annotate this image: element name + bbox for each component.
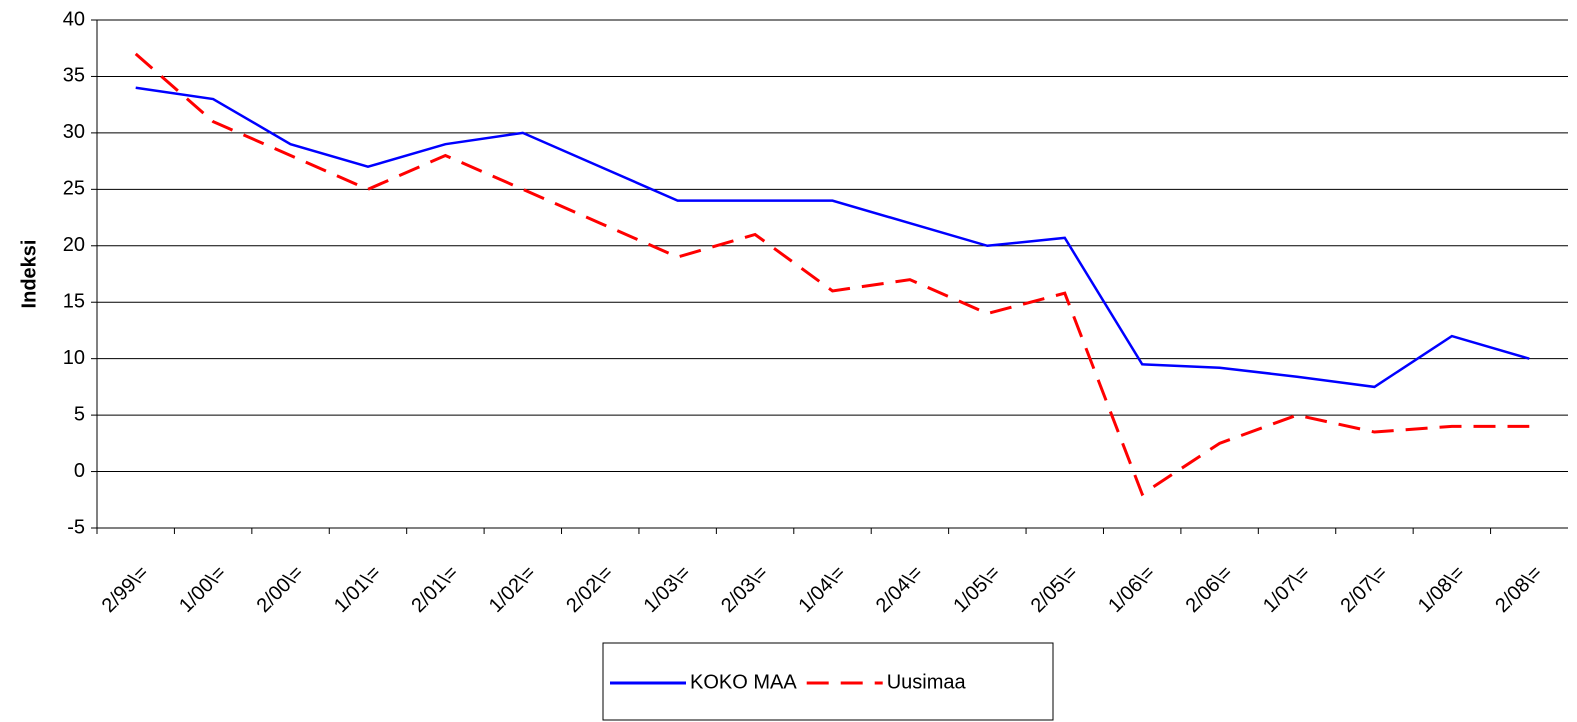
x-tick-label: 1/07\= [1259,562,1314,617]
x-tick-label: 1/08\= [1414,562,1469,617]
x-tick-label: 2/07\= [1336,562,1391,617]
x-tick-label: 1/04\= [794,562,849,617]
x-tick-label: 2/08\= [1491,562,1546,617]
x-tick-label: 2/06\= [1182,562,1237,617]
x-tick-label: 2/99\= [98,562,153,617]
x-tick-label: 1/01\= [330,562,385,617]
x-tick-label: 2/01\= [407,562,462,617]
series-line [134,52,1530,497]
y-tick-label: -5 [67,516,85,538]
y-tick-label: 35 [63,65,85,87]
legend-label: Uusimaa [887,671,967,693]
x-tick-label: 1/06\= [1104,562,1159,617]
x-tick-label: 2/00\= [253,562,308,617]
y-tick-label: 25 [63,178,85,200]
x-tick-label: 1/03\= [640,562,695,617]
x-tick-label: 2/02\= [562,562,617,617]
y-tick-label: 5 [74,403,85,425]
y-tick-label: 30 [63,121,85,143]
y-tick-label: 40 [63,8,85,30]
y-axis-title: Indeksi [18,240,40,309]
x-tick-label: 1/05\= [949,562,1004,617]
series-line [135,86,1530,389]
y-tick-label: 15 [63,291,85,313]
y-tick-label: 0 [74,460,85,482]
x-tick-label: 2/03\= [717,562,772,617]
x-tick-label: 2/05\= [1027,562,1082,617]
x-tick-label: 1/00\= [175,562,230,617]
x-tick-label: 1/02\= [485,562,540,617]
x-tick-label: 2/04\= [872,562,927,617]
legend-label: KOKO MAA [690,671,797,693]
y-tick-label: 10 [63,347,85,369]
y-tick-label: 20 [63,234,85,256]
